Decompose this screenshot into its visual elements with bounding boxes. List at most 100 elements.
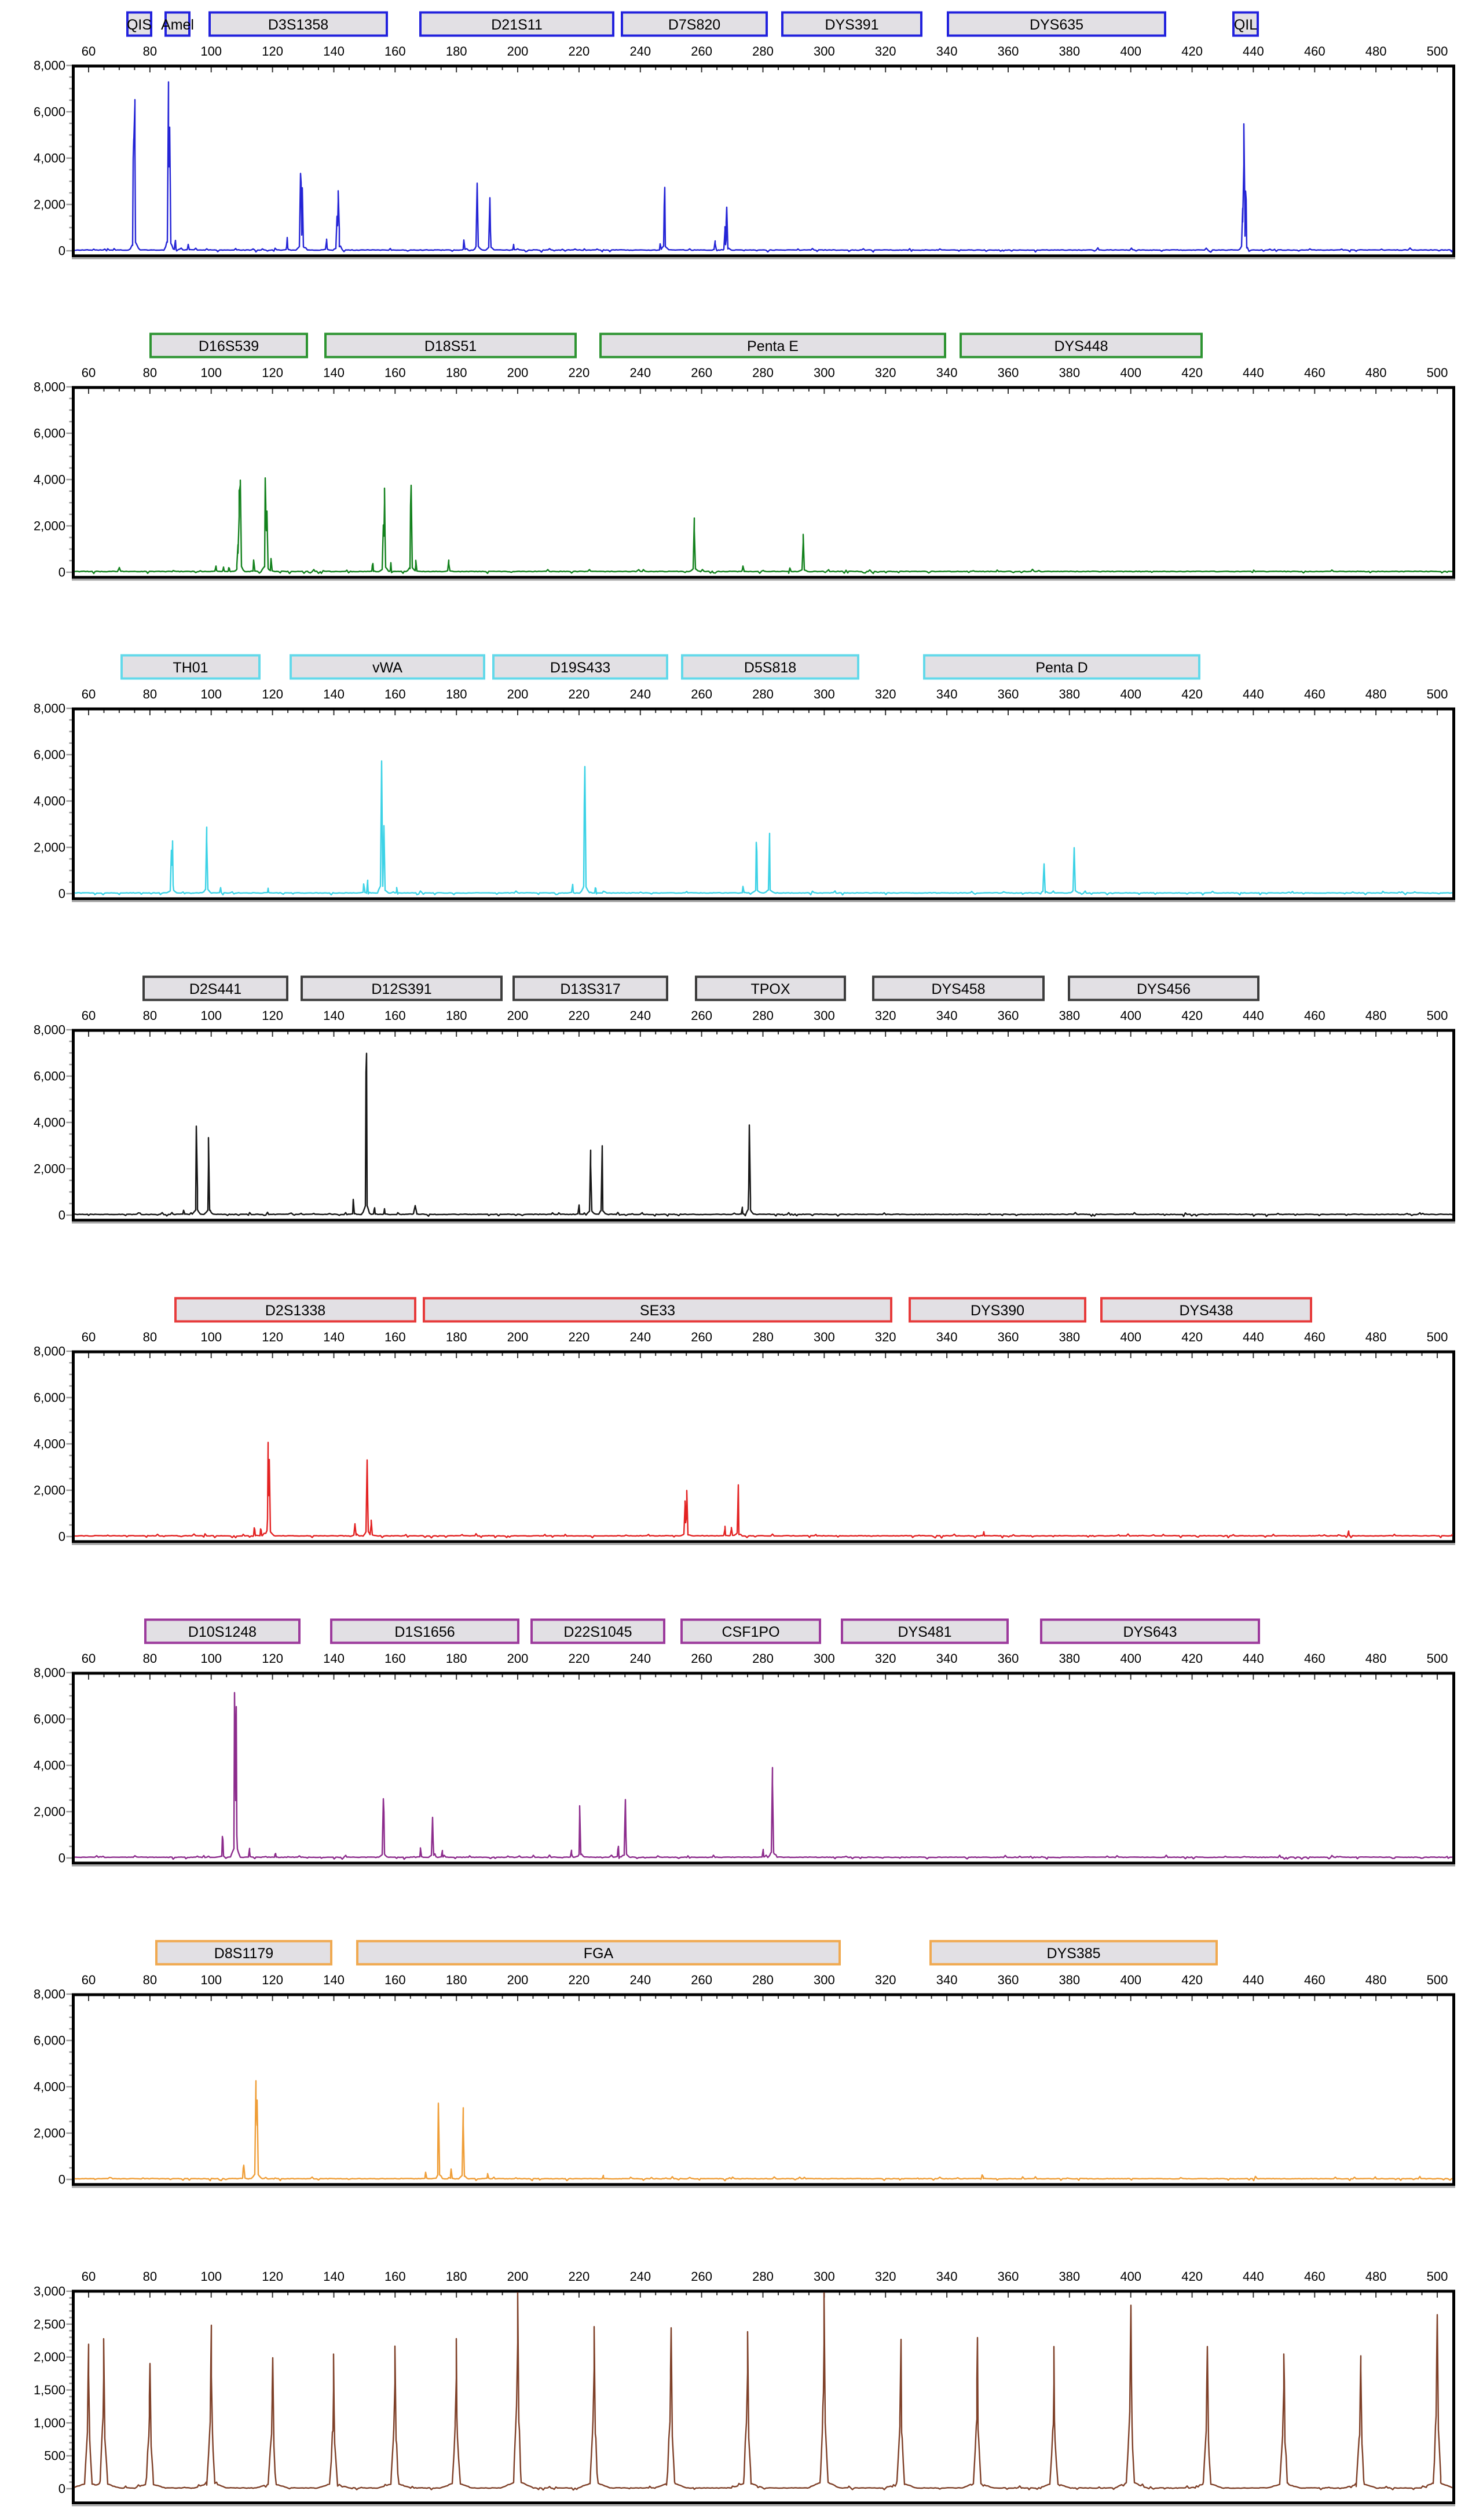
svg-text:2,000: 2,000 bbox=[34, 2126, 65, 2141]
svg-text:DYS385: DYS385 bbox=[1046, 1945, 1100, 1962]
svg-text:220: 220 bbox=[569, 365, 590, 380]
svg-text:4,000: 4,000 bbox=[34, 151, 65, 166]
svg-text:DYS643: DYS643 bbox=[1123, 1624, 1177, 1640]
svg-text:300: 300 bbox=[814, 1973, 835, 1987]
svg-text:460: 460 bbox=[1304, 1330, 1325, 1344]
svg-text:380: 380 bbox=[1059, 1973, 1080, 1987]
svg-text:140: 140 bbox=[323, 365, 345, 380]
svg-text:260: 260 bbox=[691, 1973, 712, 1987]
svg-text:440: 440 bbox=[1243, 687, 1264, 701]
svg-text:140: 140 bbox=[323, 687, 345, 701]
svg-text:360: 360 bbox=[998, 1651, 1019, 1666]
svg-text:500: 500 bbox=[1427, 44, 1448, 58]
svg-text:300: 300 bbox=[814, 2269, 835, 2284]
svg-text:280: 280 bbox=[752, 1973, 774, 1987]
svg-text:6,000: 6,000 bbox=[34, 1069, 65, 1084]
svg-text:4,000: 4,000 bbox=[34, 1437, 65, 1451]
svg-text:DYS438: DYS438 bbox=[1179, 1303, 1233, 1319]
svg-text:2,000: 2,000 bbox=[34, 840, 65, 855]
svg-text:60: 60 bbox=[82, 1008, 96, 1023]
svg-text:180: 180 bbox=[446, 365, 467, 380]
svg-text:400: 400 bbox=[1120, 687, 1141, 701]
svg-text:140: 140 bbox=[323, 44, 345, 58]
svg-text:180: 180 bbox=[446, 1973, 467, 1987]
svg-text:4,000: 4,000 bbox=[34, 1115, 65, 1130]
svg-text:160: 160 bbox=[385, 1008, 406, 1023]
svg-text:400: 400 bbox=[1120, 2269, 1141, 2284]
svg-text:160: 160 bbox=[385, 44, 406, 58]
svg-text:420: 420 bbox=[1181, 1651, 1203, 1666]
svg-text:160: 160 bbox=[385, 365, 406, 380]
svg-text:480: 480 bbox=[1365, 44, 1387, 58]
svg-text:SE33: SE33 bbox=[640, 1303, 675, 1319]
svg-text:2,500: 2,500 bbox=[34, 2317, 65, 2331]
svg-text:460: 460 bbox=[1304, 1651, 1325, 1666]
svg-text:220: 220 bbox=[569, 2269, 590, 2284]
svg-text:440: 440 bbox=[1243, 44, 1264, 58]
svg-text:DYS448: DYS448 bbox=[1054, 338, 1108, 354]
svg-text:80: 80 bbox=[143, 1651, 157, 1666]
svg-text:320: 320 bbox=[875, 44, 896, 58]
svg-text:80: 80 bbox=[143, 44, 157, 58]
svg-text:400: 400 bbox=[1120, 1651, 1141, 1666]
svg-text:260: 260 bbox=[691, 1651, 712, 1666]
svg-text:160: 160 bbox=[385, 1651, 406, 1666]
svg-text:500: 500 bbox=[44, 2449, 65, 2463]
svg-text:100: 100 bbox=[200, 1651, 222, 1666]
svg-text:1,000: 1,000 bbox=[34, 2416, 65, 2430]
svg-text:300: 300 bbox=[814, 365, 835, 380]
svg-text:500: 500 bbox=[1427, 1651, 1448, 1666]
svg-text:340: 340 bbox=[936, 44, 958, 58]
svg-text:0: 0 bbox=[58, 1851, 65, 1866]
svg-text:420: 420 bbox=[1181, 365, 1203, 380]
svg-text:440: 440 bbox=[1243, 1330, 1264, 1344]
svg-text:80: 80 bbox=[143, 2269, 157, 2284]
svg-text:480: 480 bbox=[1365, 1330, 1387, 1344]
svg-text:60: 60 bbox=[82, 1330, 96, 1344]
svg-text:420: 420 bbox=[1181, 687, 1203, 701]
svg-text:80: 80 bbox=[143, 687, 157, 701]
svg-text:480: 480 bbox=[1365, 687, 1387, 701]
svg-text:340: 340 bbox=[936, 1330, 958, 1344]
svg-text:4,000: 4,000 bbox=[34, 794, 65, 809]
svg-text:300: 300 bbox=[814, 1651, 835, 1666]
svg-text:500: 500 bbox=[1427, 1973, 1448, 1987]
svg-text:0: 0 bbox=[58, 2172, 65, 2187]
svg-text:360: 360 bbox=[998, 1008, 1019, 1023]
svg-text:6,000: 6,000 bbox=[34, 1391, 65, 1405]
svg-text:240: 240 bbox=[629, 1973, 651, 1987]
svg-text:120: 120 bbox=[262, 1651, 283, 1666]
svg-text:260: 260 bbox=[691, 1330, 712, 1344]
svg-text:420: 420 bbox=[1181, 44, 1203, 58]
svg-text:380: 380 bbox=[1059, 1330, 1080, 1344]
svg-text:180: 180 bbox=[446, 1008, 467, 1023]
svg-text:300: 300 bbox=[814, 1330, 835, 1344]
svg-text:60: 60 bbox=[82, 1651, 96, 1666]
svg-text:300: 300 bbox=[814, 44, 835, 58]
svg-text:460: 460 bbox=[1304, 1008, 1325, 1023]
svg-text:60: 60 bbox=[82, 687, 96, 701]
svg-text:80: 80 bbox=[143, 1973, 157, 1987]
svg-text:CSF1PO: CSF1PO bbox=[722, 1624, 779, 1640]
svg-text:140: 140 bbox=[323, 1330, 345, 1344]
svg-text:1,500: 1,500 bbox=[34, 2383, 65, 2397]
svg-text:360: 360 bbox=[998, 44, 1019, 58]
svg-text:200: 200 bbox=[507, 365, 529, 380]
svg-text:340: 340 bbox=[936, 1008, 958, 1023]
svg-text:480: 480 bbox=[1365, 1008, 1387, 1023]
svg-text:120: 120 bbox=[262, 365, 283, 380]
svg-text:DYS635: DYS635 bbox=[1030, 17, 1083, 33]
svg-text:6,000: 6,000 bbox=[34, 1712, 65, 1727]
svg-text:480: 480 bbox=[1365, 365, 1387, 380]
svg-text:380: 380 bbox=[1059, 687, 1080, 701]
svg-text:160: 160 bbox=[385, 1973, 406, 1987]
svg-text:160: 160 bbox=[385, 687, 406, 701]
svg-text:240: 240 bbox=[629, 1008, 651, 1023]
svg-text:180: 180 bbox=[446, 1651, 467, 1666]
svg-text:60: 60 bbox=[82, 365, 96, 380]
svg-text:360: 360 bbox=[998, 365, 1019, 380]
svg-text:280: 280 bbox=[752, 687, 774, 701]
svg-text:360: 360 bbox=[998, 2269, 1019, 2284]
svg-text:0: 0 bbox=[58, 565, 65, 580]
svg-text:0: 0 bbox=[58, 2482, 65, 2496]
